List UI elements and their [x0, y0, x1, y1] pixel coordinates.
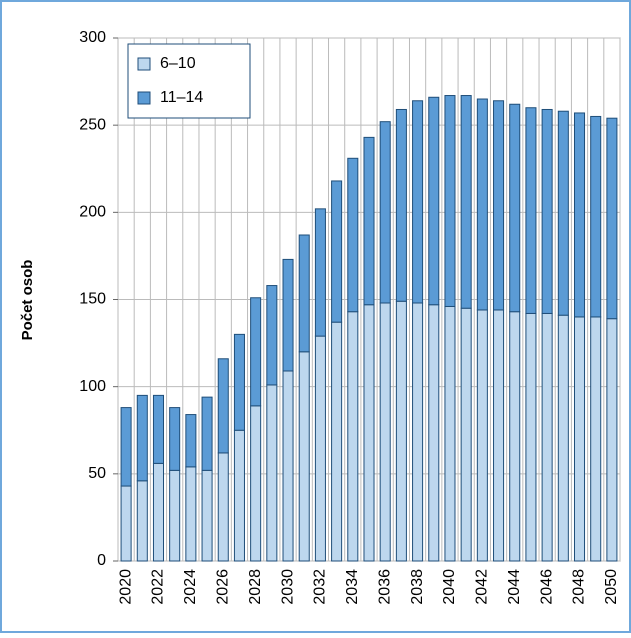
- bar-segment: [460, 95, 472, 309]
- bar-segment: [233, 333, 245, 431]
- bar-segment: [541, 108, 553, 314]
- y-tick-label: 200: [79, 204, 106, 221]
- bar-segment: [557, 110, 569, 316]
- x-tick-label: 2022: [150, 569, 167, 605]
- y-tick-label: 0: [97, 552, 106, 569]
- bar-segment: [444, 305, 456, 562]
- x-tick-label: 2048: [571, 569, 588, 605]
- bar-segment: [379, 121, 391, 304]
- bar-segment: [233, 429, 245, 562]
- bar-segment: [379, 302, 391, 562]
- x-tick-label: 2020: [117, 569, 134, 605]
- legend-label: 11–14: [160, 89, 203, 106]
- legend-box: [127, 43, 251, 119]
- bar-segment: [201, 469, 213, 562]
- bar-segment: [476, 309, 488, 562]
- y-tick-label: 100: [79, 378, 106, 395]
- legend: 6–10 11–14: [127, 43, 251, 119]
- y-tick-label: 250: [79, 116, 106, 133]
- bar-segment: [460, 307, 472, 562]
- bar-segment: [136, 394, 148, 482]
- x-tick-label: 2050: [603, 569, 620, 605]
- x-tick-label: 2034: [344, 569, 361, 605]
- bar-segment: [606, 117, 618, 320]
- bar-segment: [525, 312, 537, 562]
- x-tick-label: 2028: [247, 569, 264, 605]
- bar-segment: [169, 407, 181, 471]
- bar-segment: [298, 351, 310, 562]
- x-tick-label: 2030: [279, 569, 296, 605]
- legend-label: 6–10: [160, 55, 196, 72]
- bar-segment: [120, 407, 132, 487]
- bar-segment: [509, 311, 521, 562]
- bar-segment: [573, 316, 586, 562]
- bar-segment: [476, 98, 488, 311]
- bar-segment: [136, 480, 148, 562]
- bar-segment: [428, 96, 440, 306]
- bar-segment: [412, 302, 424, 562]
- bar-segment: [314, 335, 326, 562]
- legend-swatch: [137, 57, 151, 71]
- bar-segment: [573, 112, 586, 318]
- x-tick-label: 2024: [182, 569, 199, 605]
- bar-segment: [412, 100, 424, 304]
- bar-segment: [250, 297, 262, 407]
- bar-segment: [331, 321, 343, 562]
- bar-segment: [201, 396, 213, 471]
- bar-segment: [590, 115, 602, 318]
- bar-segment: [395, 108, 407, 302]
- x-tick-label: 2040: [441, 569, 458, 605]
- x-tick-label: 2042: [474, 569, 491, 605]
- bar-segment: [298, 234, 310, 353]
- bar-segment: [152, 394, 165, 464]
- bar-segment: [428, 304, 440, 562]
- bar-segment: [169, 469, 181, 562]
- bar-segment: [152, 462, 165, 562]
- bar-segment: [525, 107, 537, 314]
- y-tick-label: 300: [79, 29, 106, 46]
- x-tick-label: 2036: [376, 569, 393, 605]
- bar-segment: [541, 312, 553, 562]
- bar-segment: [444, 95, 456, 307]
- x-tick-label: 2026: [214, 569, 231, 605]
- bar-segment: [217, 358, 229, 454]
- bar-segment: [331, 180, 343, 323]
- bar-segment: [606, 318, 618, 562]
- x-tick-label: 2032: [312, 569, 329, 605]
- bar-segment: [282, 370, 294, 562]
- bar-segment: [185, 466, 197, 562]
- bar-segment: [493, 309, 505, 562]
- bar-segment: [347, 157, 359, 313]
- bar-segment: [282, 258, 294, 372]
- y-tick-label: 50: [88, 465, 106, 482]
- bar-segment: [266, 285, 278, 386]
- bar-segment: [590, 316, 602, 562]
- bar-segment: [217, 452, 229, 562]
- bar-segment: [509, 103, 521, 313]
- bar-segment: [185, 414, 197, 468]
- bar-segment: [395, 300, 407, 562]
- bar-segment: [314, 208, 326, 337]
- bar-segment: [363, 136, 375, 306]
- x-tick-label: 2044: [506, 569, 523, 605]
- bar-segment: [266, 384, 278, 562]
- y-axis-label: Počet osob: [19, 260, 36, 341]
- bar-segment: [557, 314, 569, 562]
- bar-segment: [347, 311, 359, 562]
- bar-segment: [363, 304, 375, 562]
- x-tick-label: 2046: [538, 569, 555, 605]
- legend-swatch: [137, 91, 151, 105]
- bar-segment: [250, 405, 262, 562]
- y-tick-label: 150: [79, 291, 106, 308]
- x-tick-label: 2038: [409, 569, 426, 605]
- bar-segment: [493, 100, 505, 311]
- bar-segment: [120, 485, 132, 562]
